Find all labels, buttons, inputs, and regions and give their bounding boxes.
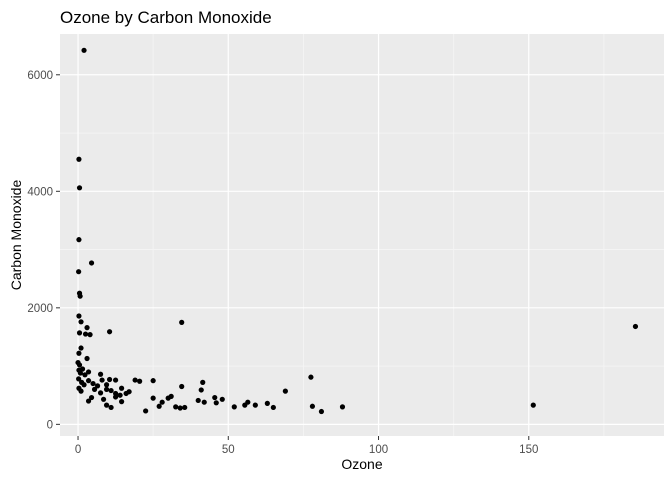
data-point [143, 408, 149, 414]
data-point [88, 260, 95, 266]
data-point [150, 378, 156, 384]
data-point [97, 371, 104, 377]
y-tick-label: 2000 [27, 303, 53, 315]
data-point [84, 355, 90, 362]
data-point [76, 269, 82, 275]
data-point [78, 388, 84, 394]
data-point [82, 331, 89, 337]
data-point [173, 404, 179, 410]
data-point [76, 237, 82, 243]
data-point [87, 332, 93, 338]
data-point [78, 319, 84, 325]
data-point [76, 185, 83, 191]
data-point [632, 323, 639, 330]
x-axis-ticks: 0 50 100 150 [75, 436, 538, 456]
y-tick-label: 0 [47, 419, 53, 431]
data-points [75, 47, 639, 415]
data-point [339, 404, 346, 410]
data-point [85, 378, 92, 384]
data-point [78, 345, 84, 351]
data-point [200, 379, 206, 385]
data-point [106, 329, 113, 335]
data-point [182, 404, 188, 411]
y-tick-label: 4000 [27, 186, 53, 198]
data-point [179, 383, 185, 390]
data-point [103, 386, 110, 392]
data-point [81, 47, 87, 53]
data-point [76, 313, 82, 319]
chart-title: Ozone by Carbon Monoxide [60, 8, 272, 27]
data-point [117, 392, 123, 398]
data-point [76, 330, 83, 336]
data-point [76, 362, 83, 368]
x-tick-label: 0 [75, 444, 81, 456]
data-point [82, 372, 88, 378]
data-point [150, 395, 156, 401]
data-point [94, 383, 101, 389]
y-tick-label: 6000 [27, 70, 53, 82]
data-point [132, 377, 138, 383]
data-point [112, 394, 119, 400]
data-point [103, 382, 110, 388]
data-point [112, 377, 119, 383]
data-point [264, 400, 270, 406]
data-point [177, 405, 183, 411]
x-axis-title: Ozone [341, 456, 382, 472]
data-point [179, 319, 185, 325]
data-point [76, 376, 82, 382]
data-point [195, 397, 201, 404]
x-tick-label: 50 [222, 444, 235, 456]
data-point [212, 394, 218, 401]
data-point [231, 404, 237, 410]
data-point [76, 156, 82, 162]
data-point [97, 390, 104, 396]
data-point [108, 404, 114, 411]
plot-panel [60, 34, 664, 436]
data-point [168, 393, 174, 399]
data-point [108, 387, 114, 394]
x-tick-label: 100 [369, 444, 388, 456]
data-point [137, 378, 143, 384]
data-point [119, 399, 125, 405]
data-point [126, 389, 132, 395]
data-point [159, 399, 165, 405]
data-point [76, 350, 82, 356]
data-point [201, 399, 207, 405]
data-point [318, 408, 325, 415]
data-point [213, 400, 219, 406]
data-point [90, 380, 96, 387]
data-point [270, 404, 276, 411]
data-point [156, 403, 162, 409]
data-point [282, 388, 288, 394]
data-point [106, 376, 113, 383]
data-point [119, 385, 125, 391]
data-point [198, 387, 204, 393]
y-axis-title: Carbon Monoxide [8, 180, 24, 291]
data-point [77, 370, 84, 376]
data-point [91, 386, 98, 392]
data-point [85, 398, 92, 404]
x-tick-label: 150 [519, 444, 538, 456]
data-point [252, 402, 258, 408]
data-point [99, 377, 105, 383]
data-point [103, 402, 110, 408]
data-point [309, 403, 316, 409]
data-point [81, 382, 87, 388]
y-axis-ticks: 0 2000 4000 6000 [27, 70, 60, 431]
data-point [245, 399, 251, 405]
major-gridlines [60, 34, 664, 436]
data-point [77, 293, 83, 299]
data-point [530, 402, 536, 408]
data-point [219, 396, 225, 402]
data-point [85, 369, 92, 375]
minor-gridlines [60, 34, 664, 436]
data-point [308, 374, 314, 380]
data-point [88, 394, 95, 401]
data-point [100, 396, 107, 402]
data-point [84, 325, 90, 331]
